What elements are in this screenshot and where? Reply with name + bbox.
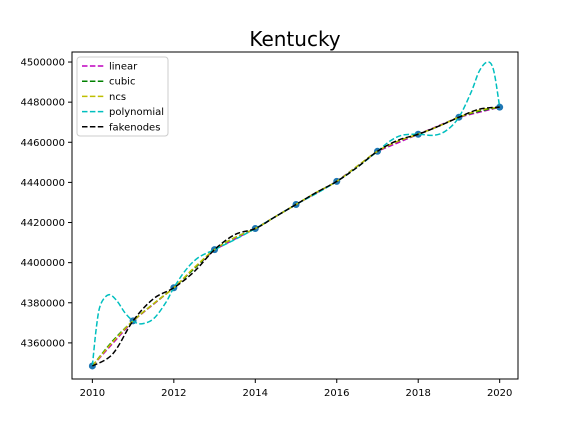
legend: linear cubic ncs polynomial fakenodes — [76, 56, 169, 137]
plot-border — [71, 51, 519, 380]
x-tick-label: 2014 — [243, 388, 268, 399]
legend-label-fakenodes: fakenodes — [109, 122, 160, 133]
y-tick-label: 4400000 — [20, 258, 65, 269]
x-tick-label: 2018 — [405, 388, 430, 399]
y-tick-label: 4500000 — [20, 58, 65, 69]
series-line-fakenodes — [91, 106, 500, 367]
y-tick-label: 4380000 — [20, 298, 65, 309]
series-line-polynomial — [91, 61, 501, 367]
y-tick-label: 4460000 — [20, 138, 65, 149]
y-tick-label: 4480000 — [20, 98, 65, 109]
x-tick-label: 2016 — [324, 388, 349, 399]
legend-box — [76, 56, 169, 137]
y-tick-label: 4440000 — [20, 178, 65, 189]
chart-title: Kentucky — [249, 27, 340, 51]
y-axis: 4360000 4380000 4400000 4420000 4440000 44600… — [20, 58, 72, 349]
legend-label-linear: linear — [109, 62, 138, 73]
x-tick-label: 2012 — [161, 388, 186, 399]
legend-label-ncs: ncs — [109, 92, 126, 103]
legend-label-polynomial: polynomial — [109, 107, 164, 118]
series-layer — [91, 61, 501, 367]
x-tick-label: 2010 — [80, 388, 105, 399]
y-tick-label: 4360000 — [20, 338, 65, 349]
x-tick-label: 2020 — [487, 388, 512, 399]
legend-label-cubic: cubic — [109, 77, 135, 88]
y-tick-label: 4420000 — [20, 218, 65, 229]
x-axis: 2010 2012 2014 2016 2018 2020 — [80, 379, 512, 399]
